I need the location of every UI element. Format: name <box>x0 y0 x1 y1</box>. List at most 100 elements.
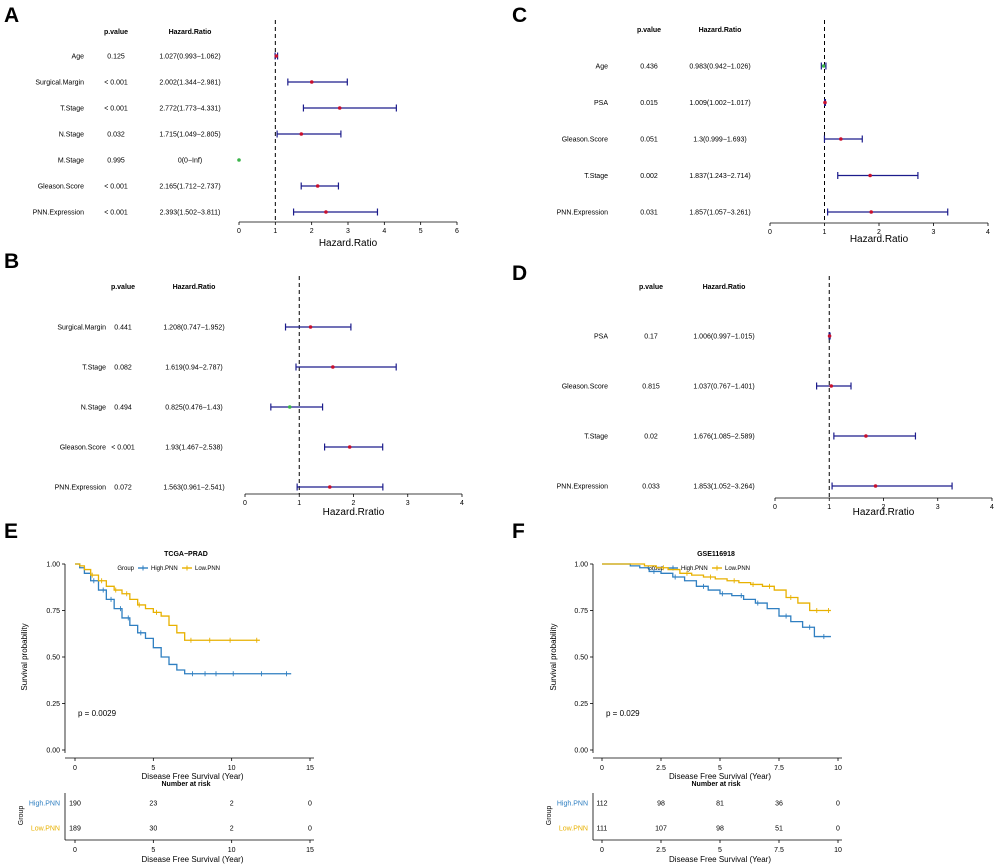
row-hr-text: 0(0−Inf) <box>178 158 202 165</box>
km-pvalue: p = 0.029 <box>606 709 640 718</box>
hr-point <box>827 334 832 338</box>
row-hr-text: 1.009(1.002−1.017) <box>689 100 750 107</box>
row-hr-text: 1.563(0.961−2.541) <box>163 485 224 492</box>
row-pvalue: 0.815 <box>642 384 660 391</box>
legend-title: Group <box>117 566 134 572</box>
x-axis-title: Hazard.Rratio <box>853 507 915 518</box>
risk-x-tick-label: 5 <box>718 847 722 854</box>
row-hr-text: 1.715(1.049−2.805) <box>159 132 220 139</box>
row-label: N.Stage <box>81 405 106 412</box>
panel-letter-e: E <box>4 520 18 543</box>
risk-table-title: Number at risk <box>691 781 740 788</box>
hr-point <box>821 64 826 68</box>
risk-count: 30 <box>149 826 157 833</box>
hr-point <box>315 184 320 188</box>
survival-curve <box>75 563 260 641</box>
x-tick-label: 1 <box>297 500 301 507</box>
forest-panel-a: p.value Hazard.Ratio Age 0.125 1.027(0.993−1… <box>33 20 459 249</box>
row-hr-text: 1.676(1.085−2.589) <box>693 434 754 441</box>
risk-group-axis-title: Group <box>18 806 25 826</box>
risk-row-label: High.PNN <box>557 801 588 808</box>
row-label: T.Stage <box>82 365 106 372</box>
x-tick-label: 0 <box>773 504 777 511</box>
x-tick-label: 0 <box>768 229 772 236</box>
row-label: T.Stage <box>584 434 608 441</box>
risk-count: 0 <box>836 801 840 808</box>
x-tick-label: 1 <box>823 229 827 236</box>
row-pvalue: 0.17 <box>644 334 658 341</box>
y-tick-label: 0.50 <box>574 655 588 662</box>
row-pvalue: 0.494 <box>114 405 132 412</box>
panel-letter-b: B <box>4 250 19 273</box>
risk-count: 36 <box>775 801 783 808</box>
row-label: M.Stage <box>58 158 84 165</box>
risk-x-tick-label: 0 <box>73 847 77 854</box>
risk-row-label: High.PNN <box>29 801 60 808</box>
km-title: GSE116918 <box>697 551 735 558</box>
row-hr-text: 0.983(0.942−1.026) <box>689 64 750 71</box>
hr-point <box>829 384 834 388</box>
y-axis-title: Survival probability <box>20 623 29 690</box>
risk-row-label: Low.PNN <box>31 826 60 833</box>
x-tick-label: 2 <box>352 500 356 507</box>
x-tick-label: 0 <box>600 765 604 772</box>
row-hr-text: 2.393(1.502−3.811) <box>160 210 221 217</box>
pvalue-header: p.value <box>111 284 135 291</box>
risk-count: 0 <box>308 801 312 808</box>
y-tick-label: 0.50 <box>46 655 60 662</box>
x-axis-title: Hazard.Ratio <box>319 238 378 249</box>
row-label: Gleason.Score <box>562 384 608 391</box>
x-tick-label: 15 <box>306 765 314 772</box>
x-axis-title: Hazard.Rratio <box>323 507 385 518</box>
x-tick-label: 2 <box>310 228 314 235</box>
row-pvalue: < 0.001 <box>104 210 128 217</box>
hr-point <box>868 173 872 178</box>
risk-count: 98 <box>716 826 724 833</box>
row-pvalue: < 0.001 <box>111 445 135 452</box>
risk-x-tick-label: 10 <box>834 847 842 854</box>
x-tick-label: 10 <box>834 765 842 772</box>
km-title: TCGA−PRAD <box>164 551 208 558</box>
y-tick-label: 0.75 <box>574 608 588 615</box>
row-label: Age <box>596 64 609 71</box>
km-pvalue: p = 0.0029 <box>78 709 117 718</box>
hr-point <box>324 210 328 214</box>
x-tick-label: 0 <box>73 765 77 772</box>
x-tick-label: 0 <box>237 228 241 235</box>
legend-label: Low.PNN <box>725 566 750 572</box>
x-tick-label: 0 <box>243 500 247 507</box>
x-tick-label: 4 <box>460 500 464 507</box>
risk-x-axis-title: Disease Free Survival (Year) <box>142 855 244 864</box>
risk-x-tick-label: 5 <box>151 847 155 854</box>
risk-count: 0 <box>836 826 840 833</box>
x-tick-label: 4 <box>382 228 386 235</box>
survival-curve <box>602 563 831 638</box>
row-label: Surgical.Margin <box>57 325 106 332</box>
forest-panel-b: p.value Hazard.Ratio Surgical.Margin 0.441 1… <box>55 276 464 518</box>
hr-point <box>347 445 352 449</box>
x-axis-title: Disease Free Survival (Year) <box>142 772 244 781</box>
row-pvalue: 0.031 <box>640 210 658 217</box>
panel-letter-d: D <box>512 262 527 285</box>
x-tick-label: 5 <box>718 765 722 772</box>
x-tick-label: 7.5 <box>774 765 784 772</box>
y-axis-title: Survival probability <box>549 623 558 690</box>
row-pvalue: 0.995 <box>107 158 125 165</box>
risk-x-tick-label: 15 <box>306 847 314 854</box>
hr-point <box>308 325 313 329</box>
panel-letter-a: A <box>4 4 19 27</box>
km-panel-e: TCGA−PRAD Group High.PNN Low.PNN 0.00 0.25 0.5… <box>18 551 314 864</box>
row-hr-text: 1.037(0.767−1.401) <box>693 384 754 391</box>
risk-x-tick-label: 10 <box>228 847 236 854</box>
risk-count: 107 <box>655 826 667 833</box>
row-label: PNN.Expression <box>557 484 608 491</box>
legend-label: Low.PNN <box>195 566 220 572</box>
x-tick-label: 10 <box>228 765 236 772</box>
pvalue-header: p.value <box>637 27 661 34</box>
row-label: Gleason.Score <box>38 184 84 191</box>
x-tick-label: 3 <box>932 229 936 236</box>
x-tick-label: 3 <box>406 500 410 507</box>
row-pvalue: 0.033 <box>642 484 660 491</box>
row-pvalue: 0.02 <box>644 434 658 441</box>
risk-count: 2 <box>230 826 234 833</box>
